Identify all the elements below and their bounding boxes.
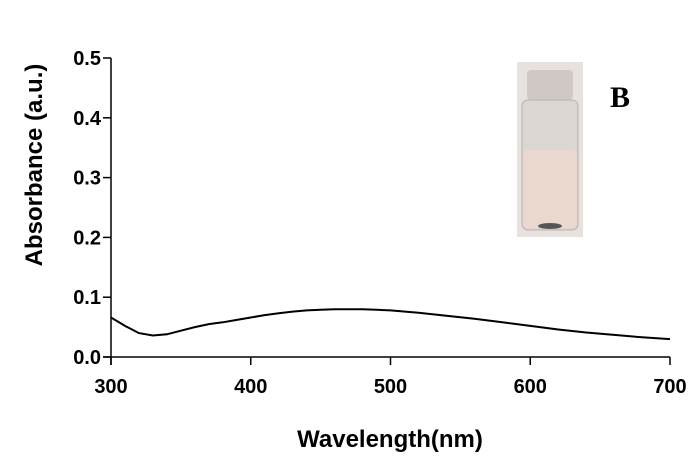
x-tick-label: 600 — [514, 376, 547, 398]
x-tick-label: 400 — [234, 376, 267, 398]
data-line — [110, 308, 671, 341]
y-tick-label: 0.0 — [73, 347, 101, 369]
y-tick-label: 0.1 — [73, 287, 101, 309]
y-tick-label: 0.3 — [73, 168, 101, 190]
y-axis-title: Absorbance (a.u.) — [21, 64, 48, 267]
annotation: B — [610, 81, 630, 114]
x-tick-label: 500 — [374, 376, 407, 398]
y-tick-label: 0.4 — [73, 108, 102, 130]
y-tick-label: 0.5 — [73, 48, 101, 70]
y-tick-label: 0.2 — [73, 227, 101, 249]
x-tick-label: 700 — [653, 376, 686, 398]
x-axis-title: Wavelength(nm) — [297, 426, 483, 453]
vial-image — [517, 62, 583, 237]
x-tick-label: 300 — [94, 376, 127, 398]
